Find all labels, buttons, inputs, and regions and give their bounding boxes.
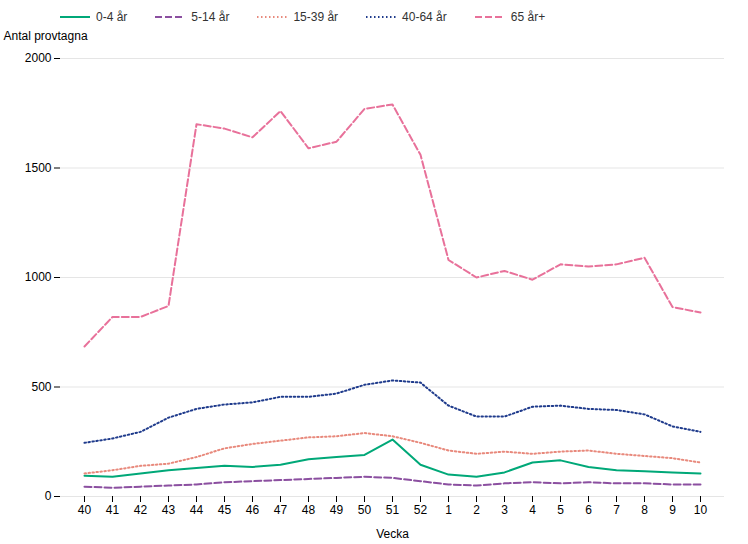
svg-text:1000: 1000 — [25, 270, 52, 284]
svg-text:51: 51 — [386, 503, 400, 517]
svg-text:50: 50 — [358, 503, 372, 517]
svg-text:49: 49 — [330, 503, 344, 517]
svg-text:47: 47 — [274, 503, 288, 517]
html-text:15-39 år: 15-39 år — [293, 10, 339, 24]
svg-text:10: 10 — [694, 503, 708, 517]
html-text:0-4 år: 0-4 år — [96, 10, 128, 24]
svg-text:1500: 1500 — [25, 161, 52, 175]
svg-text:9: 9 — [669, 503, 676, 517]
svg-text:42: 42 — [134, 503, 148, 517]
svg-text:2000: 2000 — [25, 51, 52, 65]
svg-text:0: 0 — [45, 489, 52, 503]
html-text:40-64 år: 40-64 år — [402, 10, 447, 24]
svg-text:3: 3 — [501, 503, 508, 517]
svg-text:52: 52 — [414, 503, 428, 517]
svg-text:Antal provtagna: Antal provtagna — [4, 29, 88, 43]
svg-text:4: 4 — [529, 503, 536, 517]
svg-text:Vecka: Vecka — [376, 527, 409, 541]
svg-text:8: 8 — [641, 503, 648, 517]
svg-text:1: 1 — [445, 503, 452, 517]
svg-text:6: 6 — [585, 503, 592, 517]
html-text:5-14 år: 5-14 år — [191, 10, 230, 24]
svg-text:40: 40 — [78, 503, 92, 517]
svg-text:45: 45 — [218, 503, 232, 517]
svg-text:44: 44 — [190, 503, 204, 517]
svg-text:2: 2 — [473, 503, 480, 517]
svg-text:5: 5 — [557, 503, 564, 517]
svg-text:43: 43 — [162, 503, 176, 517]
svg-text:7: 7 — [613, 503, 620, 517]
svg-text:48: 48 — [302, 503, 316, 517]
svg-text:46: 46 — [246, 503, 260, 517]
svg-text:41: 41 — [106, 503, 120, 517]
html-text:65 år+: 65 år+ — [510, 10, 546, 24]
svg-text:500: 500 — [31, 380, 51, 394]
